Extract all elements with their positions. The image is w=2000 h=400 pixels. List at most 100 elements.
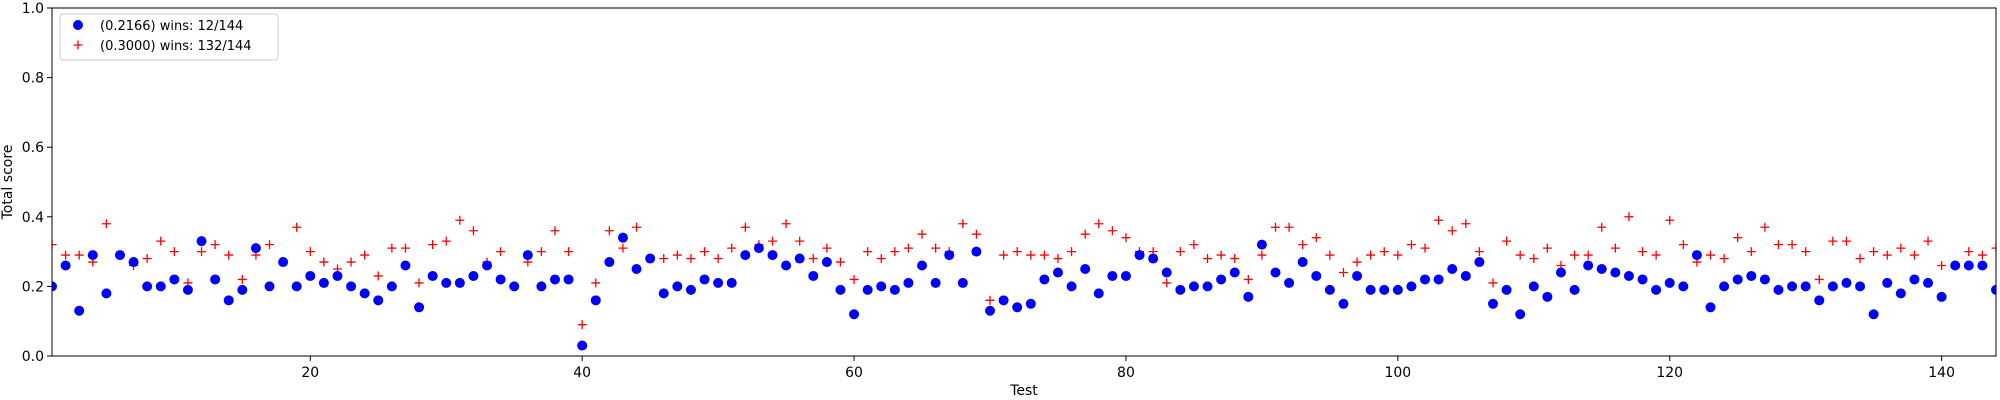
data-point-plus bbox=[52, 240, 57, 250]
data-point-circle bbox=[1161, 267, 1172, 278]
y-tick-label: 1.0 bbox=[22, 1, 44, 17]
data-point-circle bbox=[182, 284, 193, 295]
data-point-circle bbox=[1555, 267, 1566, 278]
data-point-circle bbox=[998, 295, 1009, 306]
data-point-circle bbox=[196, 236, 207, 247]
legend-marker-plus bbox=[73, 40, 83, 50]
data-point-plus bbox=[142, 254, 152, 264]
data-point-circle bbox=[767, 250, 778, 261]
data-point-plus bbox=[1937, 261, 1947, 271]
data-point-plus bbox=[1869, 247, 1879, 257]
data-point-plus bbox=[1107, 226, 1117, 236]
data-point-plus bbox=[1502, 236, 1512, 246]
data-point-circle bbox=[114, 250, 125, 261]
data-point-plus bbox=[61, 250, 71, 260]
data-point-circle bbox=[563, 274, 574, 285]
legend-entry-series-2: (0.3000) wins: 132/144 bbox=[100, 39, 252, 54]
data-point-plus bbox=[1230, 254, 1240, 264]
data-point-plus bbox=[1393, 250, 1403, 260]
data-point-circle bbox=[1719, 281, 1730, 292]
data-point-plus bbox=[1271, 222, 1280, 232]
data-point-circle bbox=[1501, 284, 1512, 295]
y-tick-label: 0.8 bbox=[22, 71, 44, 87]
data-point-plus bbox=[1257, 250, 1267, 260]
data-point-plus bbox=[1189, 240, 1199, 250]
data-point-circle bbox=[264, 281, 275, 292]
data-point-plus bbox=[1474, 247, 1484, 257]
data-point-circle bbox=[237, 284, 248, 295]
data-point-circle bbox=[1052, 267, 1063, 278]
data-point-circle bbox=[1148, 253, 1159, 264]
data-point-circle bbox=[631, 264, 642, 274]
data-point-plus bbox=[808, 254, 818, 264]
data-point-circle bbox=[903, 277, 914, 288]
data-point-plus bbox=[564, 247, 574, 257]
data-point-plus bbox=[768, 236, 778, 246]
data-point-circle bbox=[1066, 281, 1077, 292]
data-point-circle bbox=[1977, 260, 1988, 271]
data-point-plus bbox=[1515, 250, 1525, 260]
data-point-circle bbox=[1651, 284, 1662, 295]
data-point-plus bbox=[931, 243, 941, 253]
data-point-plus bbox=[441, 236, 451, 246]
data-point-plus bbox=[822, 243, 832, 253]
data-point-circle bbox=[1297, 257, 1308, 268]
data-point-plus bbox=[1801, 247, 1811, 257]
data-point-plus bbox=[1379, 247, 1389, 257]
data-point-plus bbox=[659, 254, 669, 264]
data-point-circle bbox=[1800, 281, 1811, 292]
data-point-plus bbox=[1434, 215, 1444, 225]
y-axis: 0.0 0.2 0.4 0.6 0.8 1.0 bbox=[22, 1, 52, 365]
data-point-circle bbox=[468, 270, 479, 281]
data-point-plus bbox=[265, 240, 275, 250]
data-point-circle bbox=[1991, 284, 1996, 295]
data-point-plus bbox=[197, 247, 207, 257]
data-point-circle bbox=[400, 260, 411, 271]
data-point-plus bbox=[169, 247, 179, 257]
data-point-circle bbox=[210, 274, 221, 285]
data-point-circle bbox=[1080, 264, 1091, 274]
data-point-plus bbox=[1597, 222, 1607, 232]
data-point-plus bbox=[727, 243, 737, 253]
data-point-plus bbox=[1311, 233, 1321, 243]
data-point-plus bbox=[360, 250, 370, 260]
data-point-plus bbox=[1719, 254, 1729, 264]
data-point-plus bbox=[1026, 250, 1036, 260]
data-point-circle bbox=[835, 284, 846, 295]
data-point-circle bbox=[1474, 257, 1485, 268]
data-point-plus bbox=[835, 257, 845, 267]
data-point-circle bbox=[1909, 274, 1920, 285]
data-point-plus bbox=[210, 240, 220, 250]
data-point-plus bbox=[1203, 254, 1213, 264]
data-point-circle bbox=[1623, 270, 1634, 281]
data-point-circle bbox=[509, 281, 520, 292]
data-point-plus bbox=[373, 271, 383, 281]
data-point-circle bbox=[1664, 277, 1675, 288]
data-point-plus bbox=[1706, 250, 1716, 260]
data-point-plus bbox=[468, 226, 478, 236]
data-point-circle bbox=[1379, 284, 1390, 295]
data-point-plus bbox=[1964, 247, 1974, 257]
data-point-plus bbox=[1298, 240, 1308, 250]
data-point-plus bbox=[1406, 240, 1416, 250]
data-point-plus bbox=[224, 250, 234, 260]
data-point-plus bbox=[1461, 219, 1471, 229]
data-point-circle bbox=[332, 270, 343, 281]
data-point-circle bbox=[1229, 267, 1240, 278]
data-point-plus bbox=[1420, 243, 1430, 253]
data-point-plus bbox=[863, 247, 873, 257]
data-point-circle bbox=[726, 277, 737, 288]
data-point-circle bbox=[536, 281, 547, 292]
data-point-plus bbox=[1447, 226, 1457, 236]
data-point-plus bbox=[1610, 243, 1620, 253]
data-point-plus bbox=[1923, 236, 1933, 246]
data-point-circle bbox=[223, 295, 234, 306]
data-point-circle bbox=[1338, 298, 1349, 309]
data-point-circle bbox=[1025, 298, 1036, 309]
data-point-circle bbox=[1433, 274, 1444, 285]
data-point-plus bbox=[1746, 247, 1756, 257]
plot-frame bbox=[51, 7, 1997, 357]
data-point-plus bbox=[1841, 236, 1851, 246]
data-point-circle bbox=[169, 274, 180, 285]
data-point-circle bbox=[876, 281, 887, 292]
